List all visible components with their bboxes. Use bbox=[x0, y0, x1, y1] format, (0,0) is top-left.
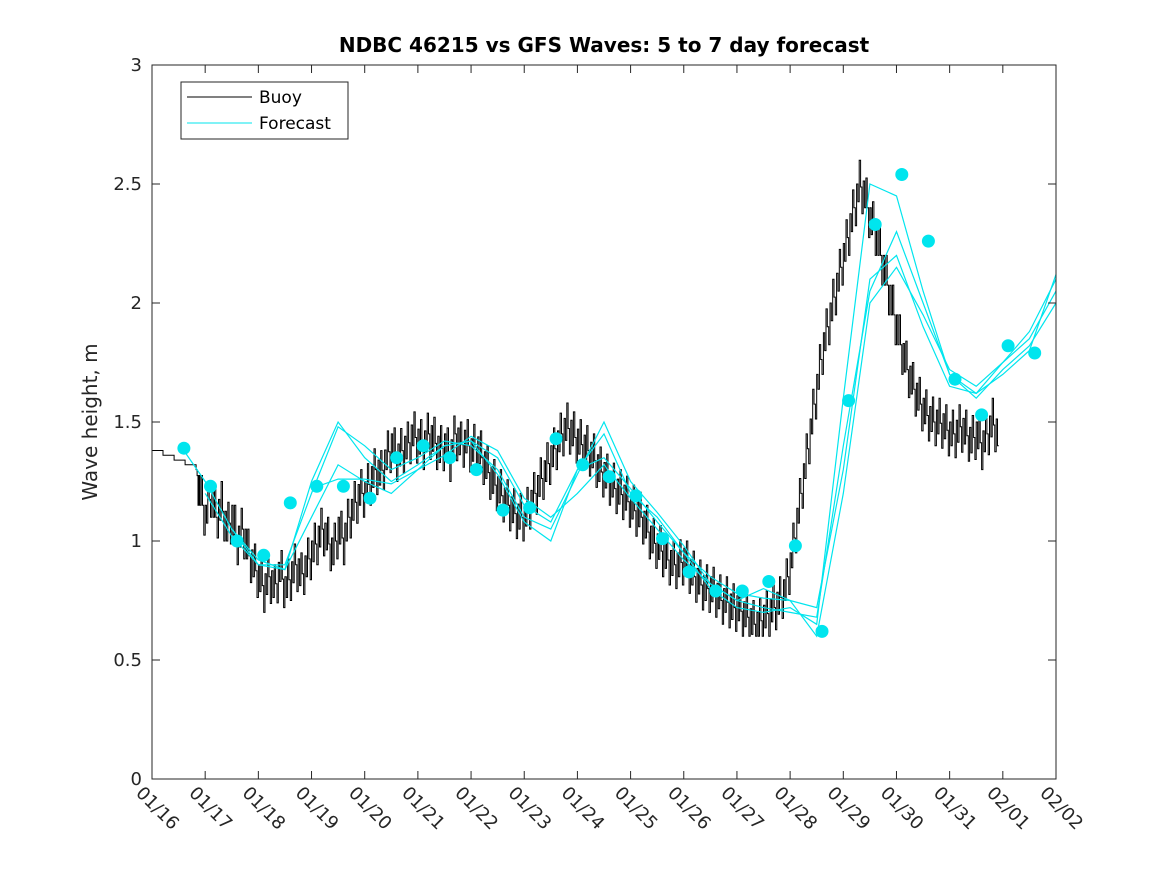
forecast-marker bbox=[390, 451, 404, 465]
forecast-marker bbox=[310, 479, 324, 493]
legend-buoy-label: Buoy bbox=[259, 88, 302, 108]
y-tick-label: 0 bbox=[131, 769, 142, 790]
forecast-marker bbox=[230, 534, 244, 548]
forecast-marker bbox=[496, 503, 510, 517]
forecast-marker bbox=[1001, 339, 1015, 353]
forecast-marker bbox=[469, 463, 483, 477]
forecast-marker bbox=[735, 584, 749, 598]
forecast-marker bbox=[336, 479, 350, 493]
forecast-marker bbox=[788, 539, 802, 553]
forecast-marker bbox=[416, 439, 430, 453]
forecast-marker bbox=[921, 234, 935, 248]
y-tick-label: 1.5 bbox=[113, 412, 142, 433]
y-axis-label: Wave height, m bbox=[78, 343, 102, 500]
forecast-marker bbox=[948, 372, 962, 386]
forecast-marker bbox=[443, 451, 457, 465]
chart-title: NDBC 46215 vs GFS Waves: 5 to 7 day fore… bbox=[339, 33, 870, 57]
forecast-marker bbox=[815, 624, 829, 638]
forecast-marker bbox=[602, 470, 616, 484]
forecast-marker bbox=[576, 458, 590, 472]
y-tick-label: 2 bbox=[131, 293, 142, 314]
forecast-marker bbox=[177, 441, 191, 455]
forecast-marker bbox=[257, 548, 271, 562]
forecast-marker bbox=[682, 565, 696, 579]
forecast-marker bbox=[363, 491, 377, 505]
forecast-marker bbox=[523, 501, 537, 515]
forecast-marker bbox=[895, 168, 909, 181]
y-tick-label: 1 bbox=[131, 531, 142, 552]
forecast-marker bbox=[1028, 346, 1042, 360]
forecast-run-line-4 bbox=[311, 266, 1057, 638]
y-tick-label: 3 bbox=[131, 55, 142, 76]
series-layer bbox=[152, 159, 1057, 638]
forecast-marker bbox=[709, 584, 723, 598]
buoy-series-line bbox=[152, 159, 999, 637]
legend-forecast-label: Forecast bbox=[259, 114, 331, 134]
forecast-marker bbox=[204, 479, 217, 493]
forecast-marker bbox=[549, 432, 563, 446]
legend: Buoy Forecast bbox=[180, 81, 349, 140]
forecast-marker bbox=[975, 408, 989, 422]
forecast-marker bbox=[842, 394, 856, 408]
forecast-marker bbox=[762, 575, 776, 588]
forecast-marker bbox=[629, 489, 643, 503]
forecast-run-line-3 bbox=[231, 183, 1057, 626]
forecast-marker bbox=[283, 496, 297, 510]
y-tick-label: 0.5 bbox=[113, 650, 142, 671]
forecast-marker bbox=[656, 532, 669, 546]
legend-box bbox=[180, 81, 349, 140]
y-tick-label: 2.5 bbox=[113, 174, 142, 195]
forecast-marker bbox=[868, 218, 882, 231]
